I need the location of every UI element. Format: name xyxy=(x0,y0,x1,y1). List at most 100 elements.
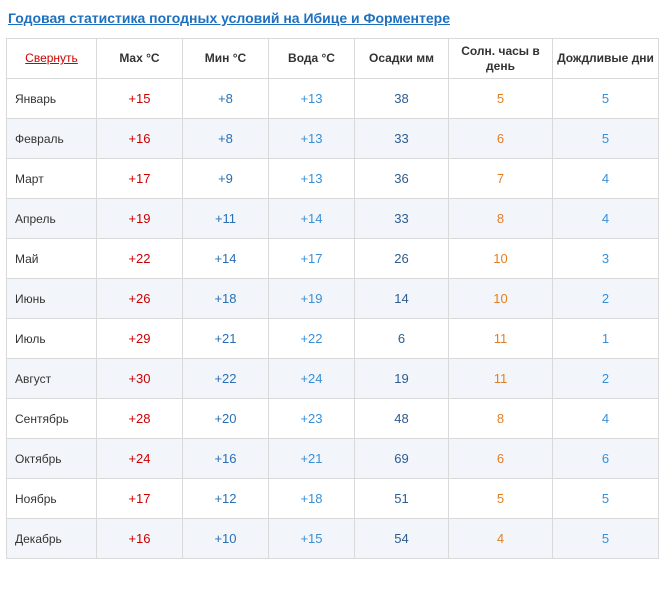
data-cell: +26 xyxy=(97,279,183,319)
data-cell: +29 xyxy=(97,319,183,359)
table-row: Июнь+26+18+1914102 xyxy=(7,279,659,319)
month-cell: Ноябрь xyxy=(7,479,97,519)
data-cell: 5 xyxy=(553,479,659,519)
data-cell: 4 xyxy=(449,519,553,559)
table-row: Март+17+9+133674 xyxy=(7,159,659,199)
table-row: Август+30+22+2419112 xyxy=(7,359,659,399)
data-cell: 6 xyxy=(449,119,553,159)
data-cell: 5 xyxy=(449,479,553,519)
data-cell: 38 xyxy=(355,79,449,119)
data-cell: +30 xyxy=(97,359,183,399)
data-cell: +9 xyxy=(183,159,269,199)
data-cell: +24 xyxy=(97,439,183,479)
data-cell: +17 xyxy=(269,239,355,279)
data-cell: +15 xyxy=(269,519,355,559)
data-cell: +23 xyxy=(269,399,355,439)
data-cell: 33 xyxy=(355,119,449,159)
data-cell: 4 xyxy=(553,199,659,239)
data-cell: 10 xyxy=(449,279,553,319)
data-cell: +15 xyxy=(97,79,183,119)
data-cell: +21 xyxy=(269,439,355,479)
data-cell: +14 xyxy=(269,199,355,239)
data-cell: +22 xyxy=(269,319,355,359)
data-cell: 69 xyxy=(355,439,449,479)
weather-table: Свернуть Max °CМин °CВода °CОсадки ммСол… xyxy=(6,38,659,559)
data-cell: 8 xyxy=(449,399,553,439)
month-cell: Апрель xyxy=(7,199,97,239)
data-cell: 7 xyxy=(449,159,553,199)
month-cell: Май xyxy=(7,239,97,279)
table-row: Февраль+16+8+133365 xyxy=(7,119,659,159)
data-cell: 2 xyxy=(553,359,659,399)
data-cell: 48 xyxy=(355,399,449,439)
month-cell: Февраль xyxy=(7,119,97,159)
data-cell: +13 xyxy=(269,159,355,199)
data-cell: +10 xyxy=(183,519,269,559)
data-cell: +13 xyxy=(269,119,355,159)
data-cell: 54 xyxy=(355,519,449,559)
corner-cell: Свернуть xyxy=(7,39,97,79)
data-cell: +16 xyxy=(97,519,183,559)
data-cell: 5 xyxy=(553,119,659,159)
data-cell: +22 xyxy=(183,359,269,399)
data-cell: 11 xyxy=(449,319,553,359)
data-cell: 8 xyxy=(449,199,553,239)
table-row: Май+22+14+1726103 xyxy=(7,239,659,279)
data-cell: 11 xyxy=(449,359,553,399)
data-cell: +17 xyxy=(97,159,183,199)
data-cell: +8 xyxy=(183,79,269,119)
column-header: Вода °C xyxy=(269,39,355,79)
data-cell: +18 xyxy=(269,479,355,519)
month-cell: Июнь xyxy=(7,279,97,319)
data-cell: +21 xyxy=(183,319,269,359)
column-header: Мин °C xyxy=(183,39,269,79)
table-row: Ноябрь+17+12+185155 xyxy=(7,479,659,519)
month-cell: Март xyxy=(7,159,97,199)
data-cell: 6 xyxy=(449,439,553,479)
data-cell: 6 xyxy=(355,319,449,359)
table-row: Июль+29+21+226111 xyxy=(7,319,659,359)
month-cell: Август xyxy=(7,359,97,399)
data-cell: +20 xyxy=(183,399,269,439)
month-cell: Декабрь xyxy=(7,519,97,559)
table-row: Сентябрь+28+20+234884 xyxy=(7,399,659,439)
data-cell: +22 xyxy=(97,239,183,279)
data-cell: +14 xyxy=(183,239,269,279)
data-cell: +24 xyxy=(269,359,355,399)
column-header: Max °C xyxy=(97,39,183,79)
data-cell: 26 xyxy=(355,239,449,279)
column-header: Осадки мм xyxy=(355,39,449,79)
data-cell: 5 xyxy=(553,79,659,119)
month-cell: Январь xyxy=(7,79,97,119)
data-cell: 5 xyxy=(553,519,659,559)
data-cell: +17 xyxy=(97,479,183,519)
data-cell: +16 xyxy=(97,119,183,159)
table-row: Апрель+19+11+143384 xyxy=(7,199,659,239)
data-cell: +19 xyxy=(269,279,355,319)
data-cell: 6 xyxy=(553,439,659,479)
data-cell: 36 xyxy=(355,159,449,199)
table-row: Декабрь+16+10+155445 xyxy=(7,519,659,559)
data-cell: 14 xyxy=(355,279,449,319)
data-cell: +13 xyxy=(269,79,355,119)
column-header: Солн. часы в день xyxy=(449,39,553,79)
data-cell: 5 xyxy=(449,79,553,119)
data-cell: 1 xyxy=(553,319,659,359)
table-row: Октябрь+24+16+216966 xyxy=(7,439,659,479)
data-cell: +12 xyxy=(183,479,269,519)
data-cell: 33 xyxy=(355,199,449,239)
page-title[interactable]: Годовая статистика погодных условий на И… xyxy=(8,10,450,26)
month-cell: Сентябрь xyxy=(7,399,97,439)
data-cell: 4 xyxy=(553,159,659,199)
data-cell: +18 xyxy=(183,279,269,319)
data-cell: +28 xyxy=(97,399,183,439)
data-cell: 2 xyxy=(553,279,659,319)
month-cell: Июль xyxy=(7,319,97,359)
table-row: Январь+15+8+133855 xyxy=(7,79,659,119)
collapse-link[interactable]: Свернуть xyxy=(25,51,78,65)
data-cell: +19 xyxy=(97,199,183,239)
data-cell: 51 xyxy=(355,479,449,519)
data-cell: +8 xyxy=(183,119,269,159)
data-cell: 19 xyxy=(355,359,449,399)
data-cell: +11 xyxy=(183,199,269,239)
